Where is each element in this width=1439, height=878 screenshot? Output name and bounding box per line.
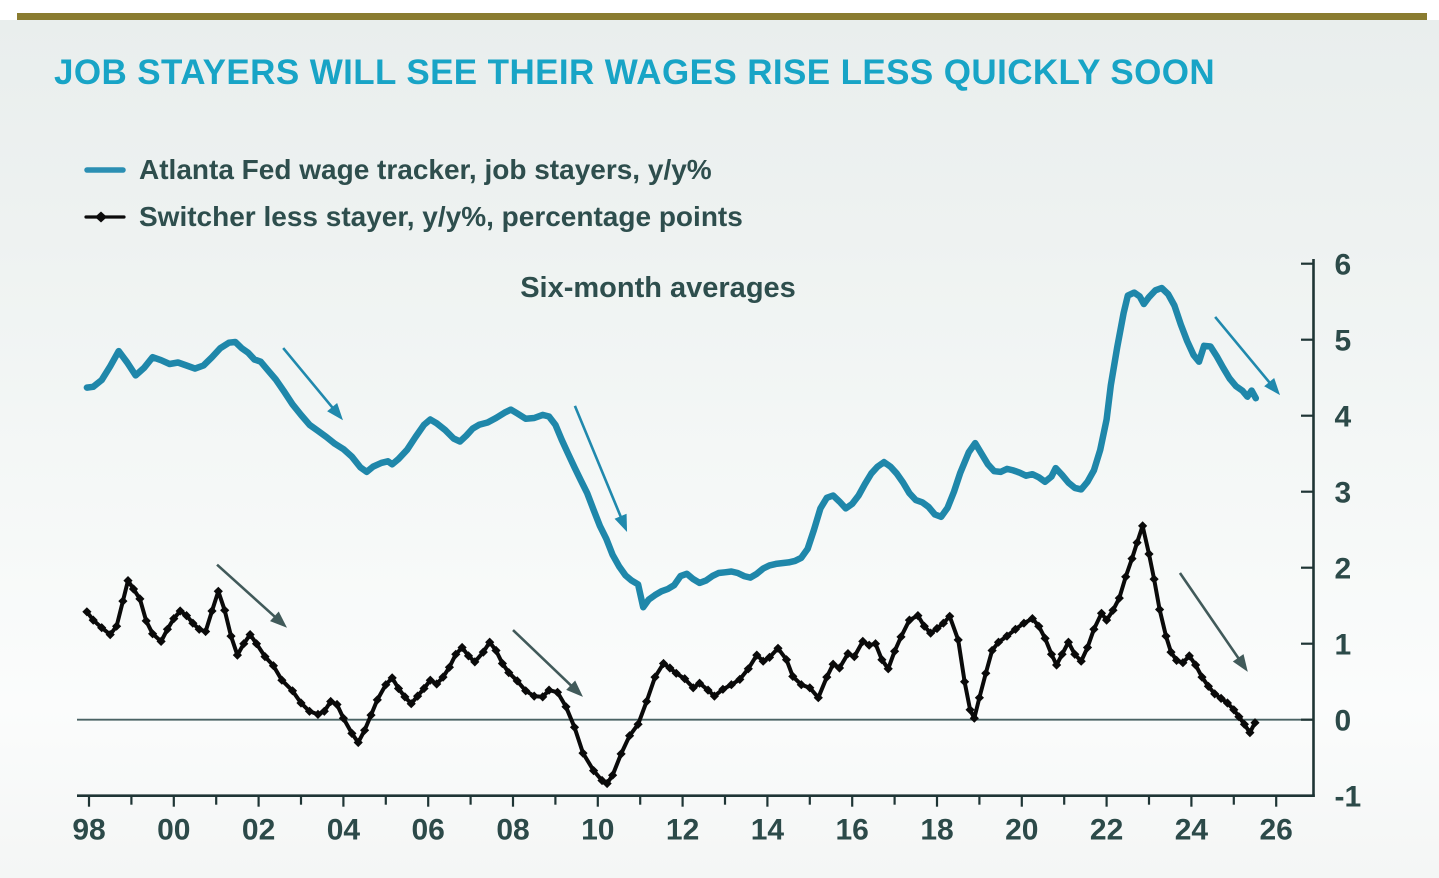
- svg-text:3: 3: [1335, 477, 1352, 510]
- chart-legend: Atlanta Fed wage tracker, job stayers, y…: [84, 153, 743, 234]
- svg-text:6: 6: [1335, 249, 1352, 282]
- svg-text:10: 10: [581, 814, 614, 847]
- legend-item-switcher-gap: Switcher less stayer, y/y%, percentage p…: [84, 200, 743, 234]
- svg-text:18: 18: [920, 814, 953, 847]
- svg-text:08: 08: [496, 814, 529, 847]
- svg-text:4: 4: [1335, 401, 1352, 434]
- svg-text:1: 1: [1335, 629, 1352, 662]
- svg-text:22: 22: [1090, 814, 1123, 847]
- svg-text:04: 04: [327, 814, 361, 847]
- svg-text:20: 20: [1005, 814, 1038, 847]
- blue-line-swatch-icon: [84, 167, 126, 173]
- svg-text:-1: -1: [1335, 781, 1362, 814]
- svg-text:24: 24: [1175, 814, 1209, 847]
- legend-label-switcher-gap: Switcher less stayer, y/y%, percentage p…: [139, 201, 743, 232]
- svg-text:14: 14: [751, 814, 785, 847]
- chart-subtitle: Six-month averages: [520, 272, 796, 304]
- legend-label-stayers: Atlanta Fed wage tracker, job stayers, y…: [139, 154, 712, 185]
- svg-text:26: 26: [1260, 814, 1293, 847]
- svg-text:16: 16: [836, 814, 869, 847]
- svg-text:98: 98: [72, 814, 105, 847]
- legend-item-stayers: Atlanta Fed wage tracker, job stayers, y…: [84, 153, 743, 187]
- gold-top-rule: [17, 13, 1427, 20]
- svg-text:02: 02: [242, 814, 275, 847]
- svg-text:06: 06: [412, 814, 445, 847]
- svg-text:5: 5: [1335, 325, 1352, 358]
- diamond-line-swatch-icon: [84, 211, 126, 223]
- chart-panel: [0, 20, 1439, 878]
- page-title: JOB STAYERS WILL SEE THEIR WAGES RISE LE…: [54, 53, 1216, 92]
- svg-text:2: 2: [1335, 553, 1352, 586]
- svg-text:12: 12: [666, 814, 699, 847]
- svg-text:0: 0: [1335, 705, 1352, 738]
- svg-text:00: 00: [157, 814, 190, 847]
